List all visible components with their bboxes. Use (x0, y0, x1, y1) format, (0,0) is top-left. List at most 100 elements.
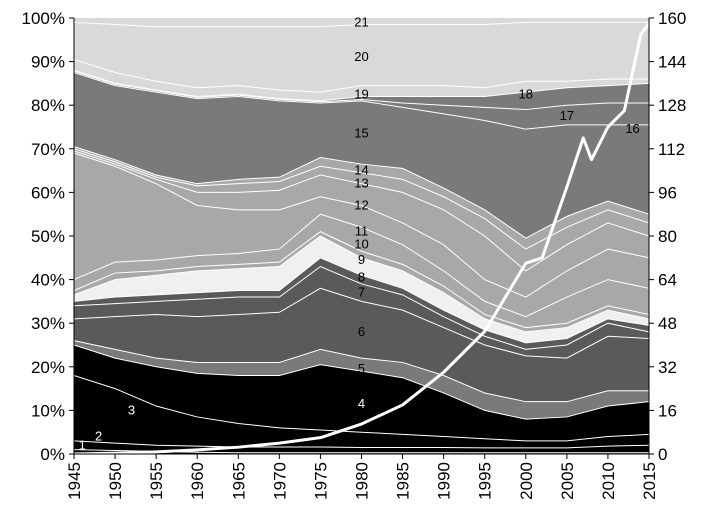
y2-tick-label: 64 (658, 271, 677, 290)
band-label-17: 17 (560, 108, 574, 123)
boundary-line-8 (73, 257, 650, 344)
boundary-line-7 (73, 265, 650, 350)
axes: 0%10%20%30%40%50%60%70%80%90%100%0163248… (22, 9, 687, 500)
area-band-16 (74, 72, 649, 239)
area-band-18 (74, 70, 649, 110)
y-tick-label: 80% (31, 96, 65, 115)
y2-tick-label: 16 (658, 401, 677, 420)
x-tick-label: 2010 (599, 462, 618, 500)
x-tick-label: 1985 (394, 462, 413, 500)
x-tick-label: 2000 (517, 462, 536, 500)
x-tick-label: 1990 (435, 462, 454, 500)
y2-tick-label: 144 (658, 53, 686, 72)
band-label-18: 18 (519, 86, 533, 101)
y-tick-label: 30% (31, 314, 65, 333)
boundary-line-9 (73, 235, 650, 333)
band-label-16: 16 (625, 121, 639, 136)
band-label-2: 2 (95, 429, 102, 444)
band-label-15: 15 (354, 126, 368, 141)
boundary-line-6 (73, 287, 650, 359)
x-tick-label: 1955 (147, 462, 166, 500)
area-band-6 (74, 288, 649, 402)
area-band-14 (74, 148, 649, 271)
y2-tick-label: 96 (658, 183, 677, 202)
boundary-line-17 (73, 70, 649, 111)
y2-tick-label: 80 (658, 227, 677, 246)
x-tick-label: 1970 (270, 462, 289, 500)
area-band-20 (74, 22, 649, 93)
band-label-12: 12 (354, 197, 368, 212)
boundary-line-4 (73, 344, 650, 420)
x-tick-label: 1965 (229, 462, 248, 500)
x-tick-label: 1960 (188, 462, 207, 500)
area-band-21 (74, 18, 649, 27)
boundary-line-20 (73, 21, 649, 28)
x-tick-label: 2015 (640, 462, 659, 500)
y-tick-label: 90% (31, 53, 65, 72)
boundary-line-5 (73, 340, 649, 403)
y2-tick-label: 128 (658, 96, 686, 115)
band-label-1: 1 (79, 437, 86, 452)
area-band-9 (74, 236, 649, 343)
y2-tick-label: 48 (658, 314, 677, 333)
x-tick-label: 1975 (311, 462, 330, 500)
boundary-line-10 (73, 231, 650, 329)
band-label-8: 8 (358, 269, 365, 284)
area-band-11 (74, 214, 649, 328)
x-tick-label: 1945 (65, 462, 84, 500)
y-tick-label: 40% (31, 271, 65, 290)
y-tick-label: 60% (31, 183, 65, 202)
area-band-13 (74, 150, 649, 298)
y-tick-label: 50% (31, 227, 65, 246)
x-tick-label: 1995 (476, 462, 495, 500)
y2-tick-label: 160 (658, 9, 686, 28)
area-band-5 (74, 340, 649, 420)
area-band-17 (74, 71, 649, 130)
y-tick-label: 100% (22, 9, 65, 28)
band-label-7: 7 (358, 285, 365, 300)
band-label-21: 21 (354, 14, 368, 29)
boundary-line-18 (73, 69, 650, 102)
x-tick-label: 1950 (106, 462, 125, 500)
y-tick-label: 70% (31, 140, 65, 159)
area-band-19 (74, 59, 649, 101)
y2-tick-label: 112 (658, 140, 685, 159)
y2-tick-label: 32 (658, 358, 677, 377)
boundary-line-14 (73, 148, 650, 250)
band-label-19: 19 (354, 86, 368, 101)
y-tick-label: 20% (31, 358, 65, 377)
x-tick-label: 2005 (558, 462, 577, 500)
boundary-line-19 (73, 58, 649, 93)
boundary-line-3 (73, 375, 650, 442)
area-band-3 (74, 375, 649, 448)
band-label-6: 6 (358, 324, 365, 339)
band-label-10: 10 (354, 237, 368, 252)
y-tick-label: 0% (40, 445, 65, 464)
boundary-line-16 (73, 72, 649, 130)
area-band-7 (74, 266, 649, 359)
band-label-3: 3 (128, 402, 135, 417)
area-band-15 (74, 146, 649, 250)
band-label-11: 11 (355, 224, 369, 239)
band-label-9: 9 (358, 252, 365, 267)
band-label-13: 13 (354, 176, 368, 191)
boundary-line-12 (73, 152, 650, 298)
y2-tick-label: 0 (658, 445, 667, 464)
band-label-5: 5 (358, 361, 365, 376)
boundary-line-13 (73, 150, 650, 272)
area-band-8 (74, 257, 649, 350)
x-tick-label: 1980 (353, 462, 372, 500)
secondary-line (73, 22, 651, 456)
area-band-4 (74, 345, 649, 441)
band-label-14: 14 (354, 163, 368, 178)
band-label-4: 4 (358, 396, 365, 411)
area-band-12 (74, 153, 649, 317)
secondary-line-layer (73, 22, 651, 456)
series-boundary-lines (73, 21, 650, 454)
boundary-line-11 (73, 213, 650, 318)
y-tick-label: 10% (31, 401, 65, 420)
band-label-20: 20 (354, 49, 368, 64)
